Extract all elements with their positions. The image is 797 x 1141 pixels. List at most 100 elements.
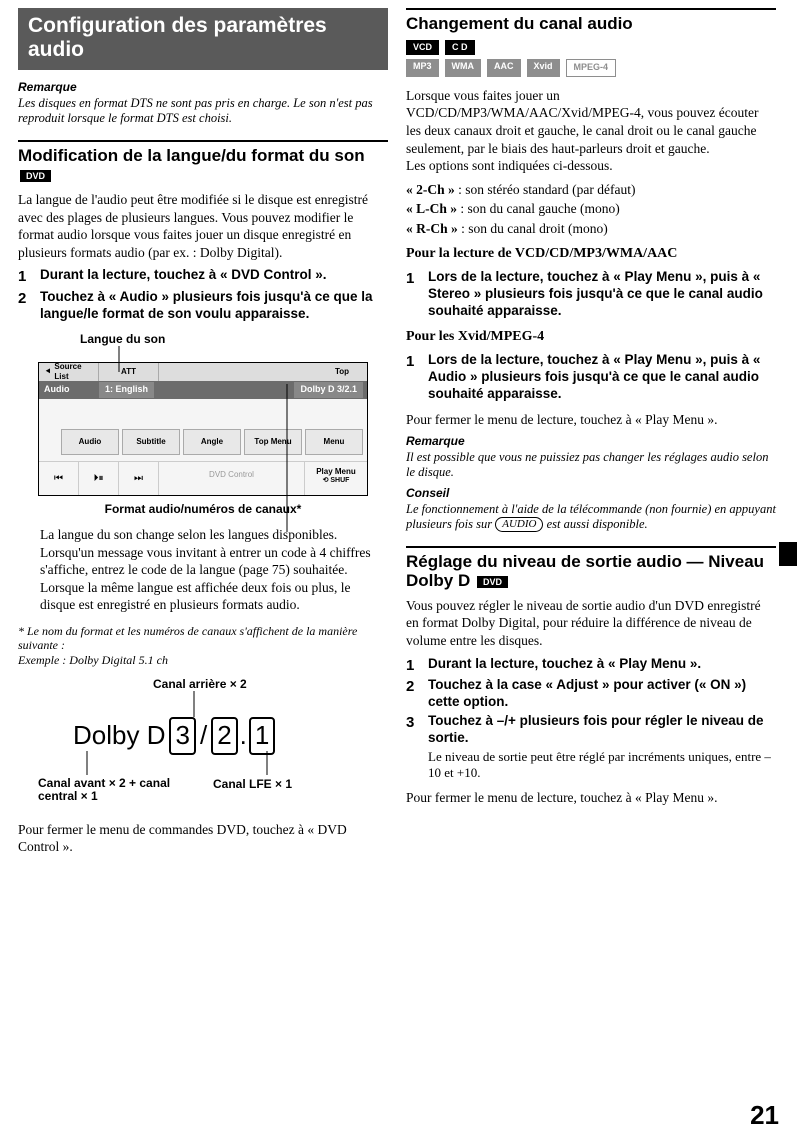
step-number: 1 <box>406 269 428 320</box>
att-button[interactable]: ATT <box>99 363 159 381</box>
step-text: Lors de la lecture, touchez à « Play Men… <box>428 352 776 403</box>
rear-channel-label: Canal arrière × 2 <box>153 677 247 693</box>
paragraph: Vous pouvez régler le niveau de sortie a… <box>406 597 776 650</box>
language-box: 1: English <box>99 382 154 398</box>
conseil-title: Conseil <box>406 486 776 502</box>
prev-icon[interactable]: ⏮ <box>39 462 79 495</box>
play-icon[interactable]: ⏵⏸ <box>79 462 119 495</box>
closing-para: Pour fermer le menu de commandes DVD, to… <box>18 821 388 856</box>
menu-button[interactable]: Menu <box>305 429 363 455</box>
step-2: 2 Touchez à « Audio » plusieurs fois jus… <box>18 289 388 323</box>
ui-top-bar: ⯇ Source List ATT Top <box>39 363 367 381</box>
side-tab <box>779 542 797 566</box>
left-column: Configuration des paramètres audio Remar… <box>18 8 388 862</box>
indent-paragraph: La langue du son change selon les langue… <box>40 526 388 614</box>
heading-changement: Changement du canal audio <box>406 8 776 34</box>
paragraph: La langue de l'audio peut être modifiée … <box>18 191 388 261</box>
step-1d: 1 Durant la lecture, touchez à « Play Me… <box>406 656 776 676</box>
step-text: Touchez à –/+ plusieurs fois pour régler… <box>428 713 776 781</box>
paragraph: Pour fermer le menu de lecture, touchez … <box>406 411 776 429</box>
badge-row-1: VCD C D <box>406 40 776 56</box>
next-icon[interactable]: ⏭ <box>119 462 158 495</box>
step-2d: 2 Touchez à la case « Adjust » pour acti… <box>406 677 776 711</box>
conseil-body: Le fonctionnement à l'aide de la télécom… <box>406 502 776 532</box>
aac-badge: AAC <box>487 59 521 77</box>
dvd-badge: DVD <box>20 170 51 182</box>
transport-controls: ⏮ ⏵⏸ ⏭ <box>39 462 159 495</box>
step-text: Lors de la lecture, touchez à « Play Men… <box>428 269 776 320</box>
step-number: 1 <box>18 267 40 287</box>
remarque-title: Remarque <box>18 80 388 96</box>
ui-blank <box>39 399 367 429</box>
paragraph: Lorsque vous faites jouer un VCD/CD/MP3/… <box>406 87 776 175</box>
audio-label: Audio <box>39 384 99 396</box>
format-box: Dolby D 3/2.1 <box>294 382 363 398</box>
angle-button[interactable]: Angle <box>183 429 241 455</box>
step-3d: 3 Touchez à –/+ plusieurs fois pour régl… <box>406 713 776 781</box>
right-column: Changement du canal audio VCD C D MP3 WM… <box>406 8 776 862</box>
source-list-button[interactable]: ⯇ Source List <box>39 363 99 381</box>
slash: / <box>200 719 207 753</box>
back-icon: ⯇ <box>45 367 51 377</box>
badge-row-2: MP3 WMA AAC Xvid MPEG-4 <box>406 59 776 77</box>
paragraph: Pour fermer le menu de lecture, touchez … <box>406 789 776 807</box>
mp3-badge: MP3 <box>406 59 439 77</box>
lfe-channel-label: Canal LFE × 1 <box>213 777 292 793</box>
dvd-control-text: DVD Control <box>209 470 254 479</box>
subheading-xvid: Pour les Xvid/MPEG-4 <box>406 328 776 346</box>
step-text: Durant la lecture, touchez à « DVD Contr… <box>40 267 327 287</box>
option-lch: « L-Ch » : son du canal gauche (mono) <box>406 200 776 218</box>
step-text: Touchez à « Audio » plusieurs fois jusqu… <box>40 289 388 323</box>
heading-reglage: Réglage du niveau de sortie audio — Nive… <box>406 546 776 591</box>
format-caption: Format audio/numéros de canaux* <box>18 502 388 518</box>
step-1: 1 Durant la lecture, touchez à « DVD Con… <box>18 267 388 287</box>
heading-modification: Modification de la langue/du format du s… <box>18 140 388 185</box>
step-number: 1 <box>406 656 428 676</box>
dvd-control-label: DVD Control <box>159 462 305 495</box>
step-number: 2 <box>18 289 40 323</box>
topmenu-button[interactable]: Top Menu <box>244 429 302 455</box>
play-menu-button[interactable]: Play Menu ⟲ SHUF <box>305 462 367 495</box>
heading-text: Réglage du niveau de sortie audio — Nive… <box>406 552 764 591</box>
ui-button-row: Audio Subtitle Angle Top Menu Menu <box>39 429 367 461</box>
shuf-label: ⟲ SHUF <box>305 477 367 485</box>
dolby-label: Dolby D <box>73 719 165 753</box>
dvd-badge: DVD <box>477 576 508 588</box>
step-number: 3 <box>406 713 428 781</box>
xvid-badge: Xvid <box>527 59 560 77</box>
subheading-vcd: Pour la lecture de VCD/CD/MP3/WMA/AAC <box>406 245 776 263</box>
audio-key-icon: AUDIO <box>495 517 543 532</box>
digit-1: 1 <box>249 717 275 755</box>
front-channel-label: Canal avant × 2 + canal central × 1 <box>38 777 188 803</box>
top-button[interactable]: Top <box>317 363 367 381</box>
digit-3: 3 <box>169 717 195 755</box>
step-subtext: Le niveau de sortie peut être réglé par … <box>428 749 776 782</box>
dot: . <box>240 719 247 753</box>
vcd-badge: VCD <box>406 40 439 56</box>
digit-2: 2 <box>211 717 237 755</box>
langue-caption: Langue du son <box>80 332 388 348</box>
mpeg4-badge: MPEG-4 <box>566 59 617 77</box>
dolby-main: Dolby D 3 / 2 . 1 <box>73 717 275 755</box>
ui-bottom-bar: ⏮ ⏵⏸ ⏭ DVD Control Play Menu ⟲ SHUF <box>39 461 367 495</box>
audio-button[interactable]: Audio <box>61 429 119 455</box>
step-number: 2 <box>406 677 428 711</box>
step-text: Touchez à la case « Adjust » pour active… <box>428 677 776 711</box>
remarque-body: Les disques en format DTS ne sont pas pr… <box>18 96 388 126</box>
spacer <box>159 363 317 381</box>
step-1b: 1 Lors de la lecture, touchez à « Play M… <box>406 269 776 320</box>
footnote: * Le nom du format et les numéros de can… <box>18 624 388 667</box>
subtitle-button[interactable]: Subtitle <box>122 429 180 455</box>
dolby-diagram: Canal arrière × 2 Dolby D 3 / 2 . 1 Cana… <box>18 677 388 817</box>
play-menu-label: Play Menu <box>305 467 367 477</box>
cd-badge: C D <box>445 40 475 56</box>
ui-audio-row: Audio 1: English Dolby D 3/2.1 <box>39 381 367 399</box>
heading-text: Modification de la langue/du format du s… <box>18 146 365 165</box>
option-2ch: « 2-Ch » : son stéréo standard (par défa… <box>406 181 776 199</box>
wma-badge: WMA <box>445 59 482 77</box>
page-number: 21 <box>750 1099 779 1133</box>
page: Configuration des paramètres audio Remar… <box>0 0 797 862</box>
section-header: Configuration des paramètres audio <box>18 8 388 70</box>
option-rch: « R-Ch » : son du canal droit (mono) <box>406 220 776 238</box>
ui-mockup: ⯇ Source List ATT Top Audio 1: English D… <box>38 362 368 496</box>
